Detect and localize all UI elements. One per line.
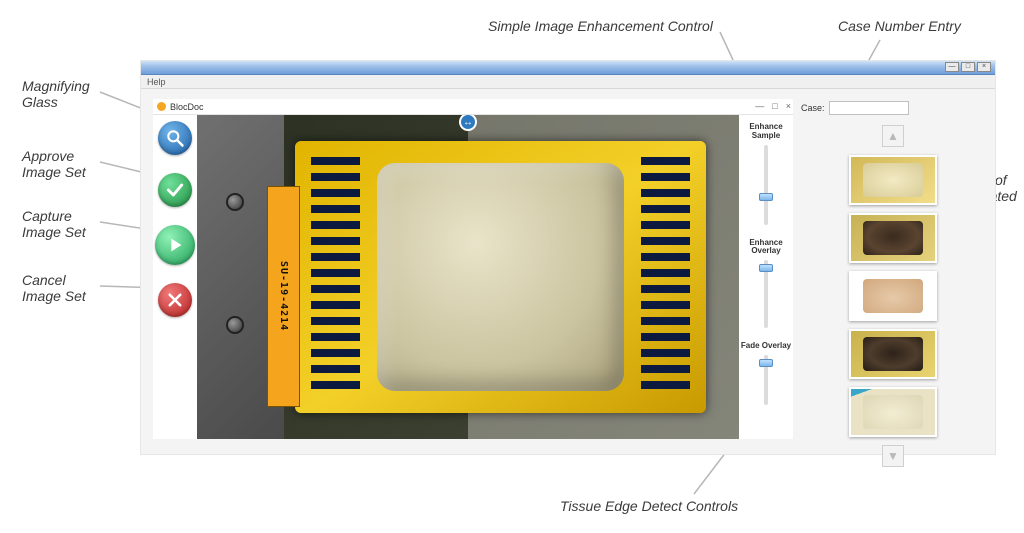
play-icon: [164, 234, 186, 256]
blocdoc-close-button[interactable]: ×: [786, 101, 791, 111]
filmstrip: ▲ 5 ▼: [801, 125, 985, 467]
filmstrip-thumb[interactable]: [849, 155, 937, 205]
callout-magnifying-glass: MagnifyingGlass: [22, 78, 90, 110]
magnify-button[interactable]: [158, 121, 192, 155]
menubar: Help: [141, 75, 995, 89]
right-pane: Case: ▲ 5 ▼: [801, 101, 985, 448]
cassette: [295, 141, 707, 413]
filmstrip-down-button[interactable]: ▼: [882, 445, 904, 467]
blocdoc-max-button[interactable]: □: [772, 101, 777, 111]
window-maximize-button[interactable]: □: [961, 62, 975, 72]
filmstrip-thumb[interactable]: 5: [849, 271, 937, 321]
callout-capture: CaptureImage Set: [22, 208, 86, 240]
fade-overlay-slider[interactable]: [764, 355, 768, 405]
blocdoc-window: BlocDoc — □ ×: [153, 99, 793, 439]
blocdoc-min-button[interactable]: —: [755, 101, 764, 111]
enhance-sample-thumb[interactable]: [759, 193, 773, 201]
blocdoc-title: BlocDoc: [170, 102, 204, 112]
case-label: Case:: [801, 103, 825, 113]
callout-enhance: Simple Image Enhancement Control: [488, 18, 713, 34]
callout-edge: Tissue Edge Detect Controls: [560, 498, 738, 514]
magnify-icon: [165, 128, 185, 148]
window-minimize-button[interactable]: —: [945, 62, 959, 72]
cassette-label: SU-19-4214: [267, 186, 300, 406]
tool-column: [153, 115, 197, 439]
filmstrip-up-button[interactable]: ▲: [882, 125, 904, 147]
enhance-overlay-label: Enhance Overlay: [739, 239, 793, 257]
sliders-panel: Enhance Sample Enhance Overlay Fade Over…: [739, 115, 793, 439]
enhance-overlay-thumb[interactable]: [759, 264, 773, 272]
cancel-button[interactable]: [158, 283, 192, 317]
filmstrip-thumb[interactable]: [849, 213, 937, 263]
app-window: — □ × Help BlocDoc — □ ×: [140, 60, 996, 455]
menu-help[interactable]: Help: [147, 77, 166, 87]
close-icon: [166, 291, 184, 309]
capture-button[interactable]: [155, 225, 195, 265]
tissue-sample: [377, 163, 624, 392]
filmstrip-thumb[interactable]: [849, 387, 937, 437]
enhance-overlay-slider[interactable]: [764, 260, 768, 328]
enhance-sample-slider[interactable]: [764, 145, 768, 225]
enhance-sample-label: Enhance Sample: [739, 123, 793, 141]
check-icon: [165, 180, 185, 200]
window-titlebar[interactable]: — □ ×: [141, 61, 995, 75]
callout-case: Case Number Entry: [838, 18, 961, 34]
case-input[interactable]: [829, 101, 909, 115]
approve-button[interactable]: [158, 173, 192, 207]
blocdoc-logo-icon: [157, 102, 166, 111]
blocdoc-titlebar[interactable]: BlocDoc — □ ×: [153, 99, 793, 115]
callout-cancel: CancelImage Set: [22, 272, 86, 304]
callout-approve: ApproveImage Set: [22, 148, 86, 180]
fade-overlay-thumb[interactable]: [759, 359, 773, 367]
image-viewport[interactable]: SU-19-4214 ↔: [197, 115, 739, 439]
window-close-button[interactable]: ×: [977, 62, 991, 72]
filmstrip-thumb[interactable]: [849, 329, 937, 379]
fade-overlay-label: Fade Overlay: [741, 342, 791, 351]
